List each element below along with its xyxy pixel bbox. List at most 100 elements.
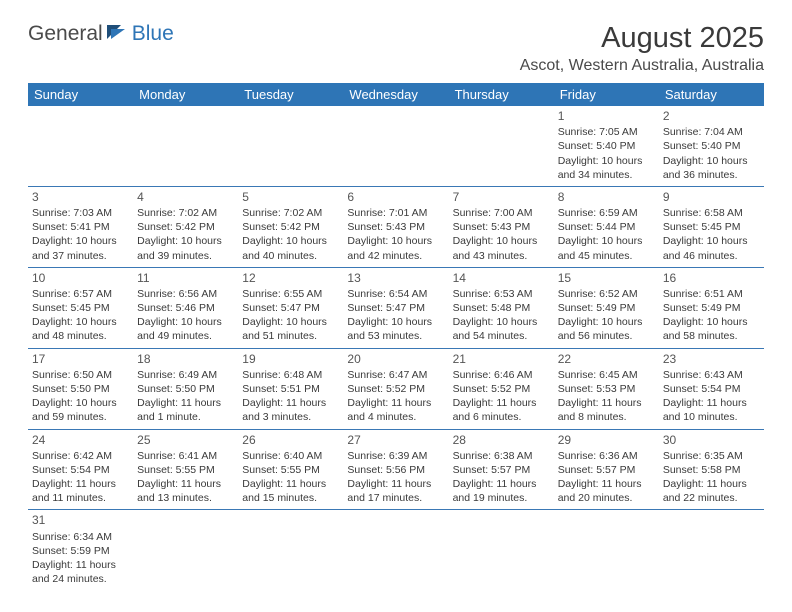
sunrise-text: Sunrise: 6:51 AM bbox=[663, 287, 760, 301]
daylight-text: Daylight: 11 hours bbox=[137, 396, 234, 410]
sunrise-text: Sunrise: 6:56 AM bbox=[137, 287, 234, 301]
sunrise-text: Sunrise: 6:41 AM bbox=[137, 449, 234, 463]
location: Ascot, Western Australia, Australia bbox=[520, 57, 764, 75]
calendar-cell: 3Sunrise: 7:03 AMSunset: 5:41 PMDaylight… bbox=[28, 186, 133, 267]
sunset-text: Sunset: 5:43 PM bbox=[453, 220, 550, 234]
day-number: 15 bbox=[558, 270, 655, 286]
sunset-text: Sunset: 5:49 PM bbox=[663, 301, 760, 315]
calendar-cell: 16Sunrise: 6:51 AMSunset: 5:49 PMDayligh… bbox=[659, 267, 764, 348]
sunrise-text: Sunrise: 6:36 AM bbox=[558, 449, 655, 463]
sunset-text: Sunset: 5:47 PM bbox=[347, 301, 444, 315]
daylight-text: Daylight: 11 hours bbox=[453, 396, 550, 410]
day-number: 10 bbox=[32, 270, 129, 286]
sunrise-text: Sunrise: 6:39 AM bbox=[347, 449, 444, 463]
day-number: 25 bbox=[137, 432, 234, 448]
day-number: 20 bbox=[347, 351, 444, 367]
daylight-text: and 45 minutes. bbox=[558, 249, 655, 263]
daylight-text: Daylight: 11 hours bbox=[663, 396, 760, 410]
day-number: 31 bbox=[32, 512, 129, 528]
daylight-text: and 6 minutes. bbox=[453, 410, 550, 424]
daylight-text: and 54 minutes. bbox=[453, 329, 550, 343]
sunrise-text: Sunrise: 6:57 AM bbox=[32, 287, 129, 301]
daylight-text: Daylight: 11 hours bbox=[242, 477, 339, 491]
day-number: 8 bbox=[558, 189, 655, 205]
calendar-cell: 26Sunrise: 6:40 AMSunset: 5:55 PMDayligh… bbox=[238, 429, 343, 510]
day-number: 28 bbox=[453, 432, 550, 448]
daylight-text: and 39 minutes. bbox=[137, 249, 234, 263]
sunrise-text: Sunrise: 6:45 AM bbox=[558, 368, 655, 382]
daylight-text: and 4 minutes. bbox=[347, 410, 444, 424]
col-monday: Monday bbox=[133, 83, 238, 106]
calendar-cell: 18Sunrise: 6:49 AMSunset: 5:50 PMDayligh… bbox=[133, 348, 238, 429]
sunset-text: Sunset: 5:41 PM bbox=[32, 220, 129, 234]
sunset-text: Sunset: 5:45 PM bbox=[663, 220, 760, 234]
sunrise-text: Sunrise: 6:38 AM bbox=[453, 449, 550, 463]
calendar-week-row: 17Sunrise: 6:50 AMSunset: 5:50 PMDayligh… bbox=[28, 348, 764, 429]
daylight-text: Daylight: 11 hours bbox=[558, 477, 655, 491]
page-title: August 2025 bbox=[520, 22, 764, 55]
daylight-text: Daylight: 10 hours bbox=[347, 234, 444, 248]
sunset-text: Sunset: 5:43 PM bbox=[347, 220, 444, 234]
col-sunday: Sunday bbox=[28, 83, 133, 106]
sunset-text: Sunset: 5:48 PM bbox=[453, 301, 550, 315]
sunset-text: Sunset: 5:44 PM bbox=[558, 220, 655, 234]
sunrise-text: Sunrise: 6:46 AM bbox=[453, 368, 550, 382]
day-number: 30 bbox=[663, 432, 760, 448]
daylight-text: Daylight: 11 hours bbox=[347, 477, 444, 491]
calendar-cell: 6Sunrise: 7:01 AMSunset: 5:43 PMDaylight… bbox=[343, 186, 448, 267]
day-number: 26 bbox=[242, 432, 339, 448]
calendar-cell: 31Sunrise: 6:34 AMSunset: 5:59 PMDayligh… bbox=[28, 510, 133, 590]
calendar-week-row: 31Sunrise: 6:34 AMSunset: 5:59 PMDayligh… bbox=[28, 510, 764, 590]
day-number: 12 bbox=[242, 270, 339, 286]
daylight-text: and 40 minutes. bbox=[242, 249, 339, 263]
day-number: 7 bbox=[453, 189, 550, 205]
calendar-cell bbox=[238, 510, 343, 590]
calendar-cell: 7Sunrise: 7:00 AMSunset: 5:43 PMDaylight… bbox=[449, 186, 554, 267]
daylight-text: Daylight: 10 hours bbox=[558, 234, 655, 248]
sunset-text: Sunset: 5:57 PM bbox=[453, 463, 550, 477]
daylight-text: Daylight: 10 hours bbox=[32, 396, 129, 410]
sunrise-text: Sunrise: 6:50 AM bbox=[32, 368, 129, 382]
daylight-text: Daylight: 10 hours bbox=[137, 315, 234, 329]
calendar-cell: 2Sunrise: 7:04 AMSunset: 5:40 PMDaylight… bbox=[659, 106, 764, 186]
daylight-text: Daylight: 11 hours bbox=[32, 558, 129, 572]
daylight-text: and 10 minutes. bbox=[663, 410, 760, 424]
day-number: 17 bbox=[32, 351, 129, 367]
day-number: 14 bbox=[453, 270, 550, 286]
day-number: 23 bbox=[663, 351, 760, 367]
sunset-text: Sunset: 5:54 PM bbox=[32, 463, 129, 477]
calendar-cell bbox=[28, 106, 133, 186]
daylight-text: Daylight: 10 hours bbox=[137, 234, 234, 248]
daylight-text: Daylight: 10 hours bbox=[453, 234, 550, 248]
daylight-text: Daylight: 11 hours bbox=[137, 477, 234, 491]
calendar-cell: 4Sunrise: 7:02 AMSunset: 5:42 PMDaylight… bbox=[133, 186, 238, 267]
day-number: 5 bbox=[242, 189, 339, 205]
calendar-cell: 5Sunrise: 7:02 AMSunset: 5:42 PMDaylight… bbox=[238, 186, 343, 267]
daylight-text: and 59 minutes. bbox=[32, 410, 129, 424]
sunrise-text: Sunrise: 6:53 AM bbox=[453, 287, 550, 301]
sunrise-text: Sunrise: 6:59 AM bbox=[558, 206, 655, 220]
sunrise-text: Sunrise: 7:05 AM bbox=[558, 125, 655, 139]
daylight-text: Daylight: 10 hours bbox=[558, 315, 655, 329]
sunset-text: Sunset: 5:52 PM bbox=[347, 382, 444, 396]
daylight-text: Daylight: 10 hours bbox=[663, 234, 760, 248]
daylight-text: and 49 minutes. bbox=[137, 329, 234, 343]
daylight-text: and 22 minutes. bbox=[663, 491, 760, 505]
sunrise-text: Sunrise: 6:43 AM bbox=[663, 368, 760, 382]
calendar-cell: 10Sunrise: 6:57 AMSunset: 5:45 PMDayligh… bbox=[28, 267, 133, 348]
calendar-cell: 21Sunrise: 6:46 AMSunset: 5:52 PMDayligh… bbox=[449, 348, 554, 429]
sunrise-text: Sunrise: 7:02 AM bbox=[137, 206, 234, 220]
calendar-cell: 30Sunrise: 6:35 AMSunset: 5:58 PMDayligh… bbox=[659, 429, 764, 510]
daylight-text: Daylight: 10 hours bbox=[453, 315, 550, 329]
calendar-cell bbox=[554, 510, 659, 590]
daylight-text: and 56 minutes. bbox=[558, 329, 655, 343]
daylight-text: and 34 minutes. bbox=[558, 168, 655, 182]
sunrise-text: Sunrise: 7:01 AM bbox=[347, 206, 444, 220]
daylight-text: and 1 minute. bbox=[137, 410, 234, 424]
sunset-text: Sunset: 5:45 PM bbox=[32, 301, 129, 315]
calendar-week-row: 10Sunrise: 6:57 AMSunset: 5:45 PM Dayligh… bbox=[28, 267, 764, 348]
logo-text-1: General bbox=[28, 22, 103, 46]
sunset-text: Sunset: 5:50 PM bbox=[32, 382, 129, 396]
calendar-week-row: 3Sunrise: 7:03 AMSunset: 5:41 PMDaylight… bbox=[28, 186, 764, 267]
daylight-text: Daylight: 10 hours bbox=[558, 154, 655, 168]
